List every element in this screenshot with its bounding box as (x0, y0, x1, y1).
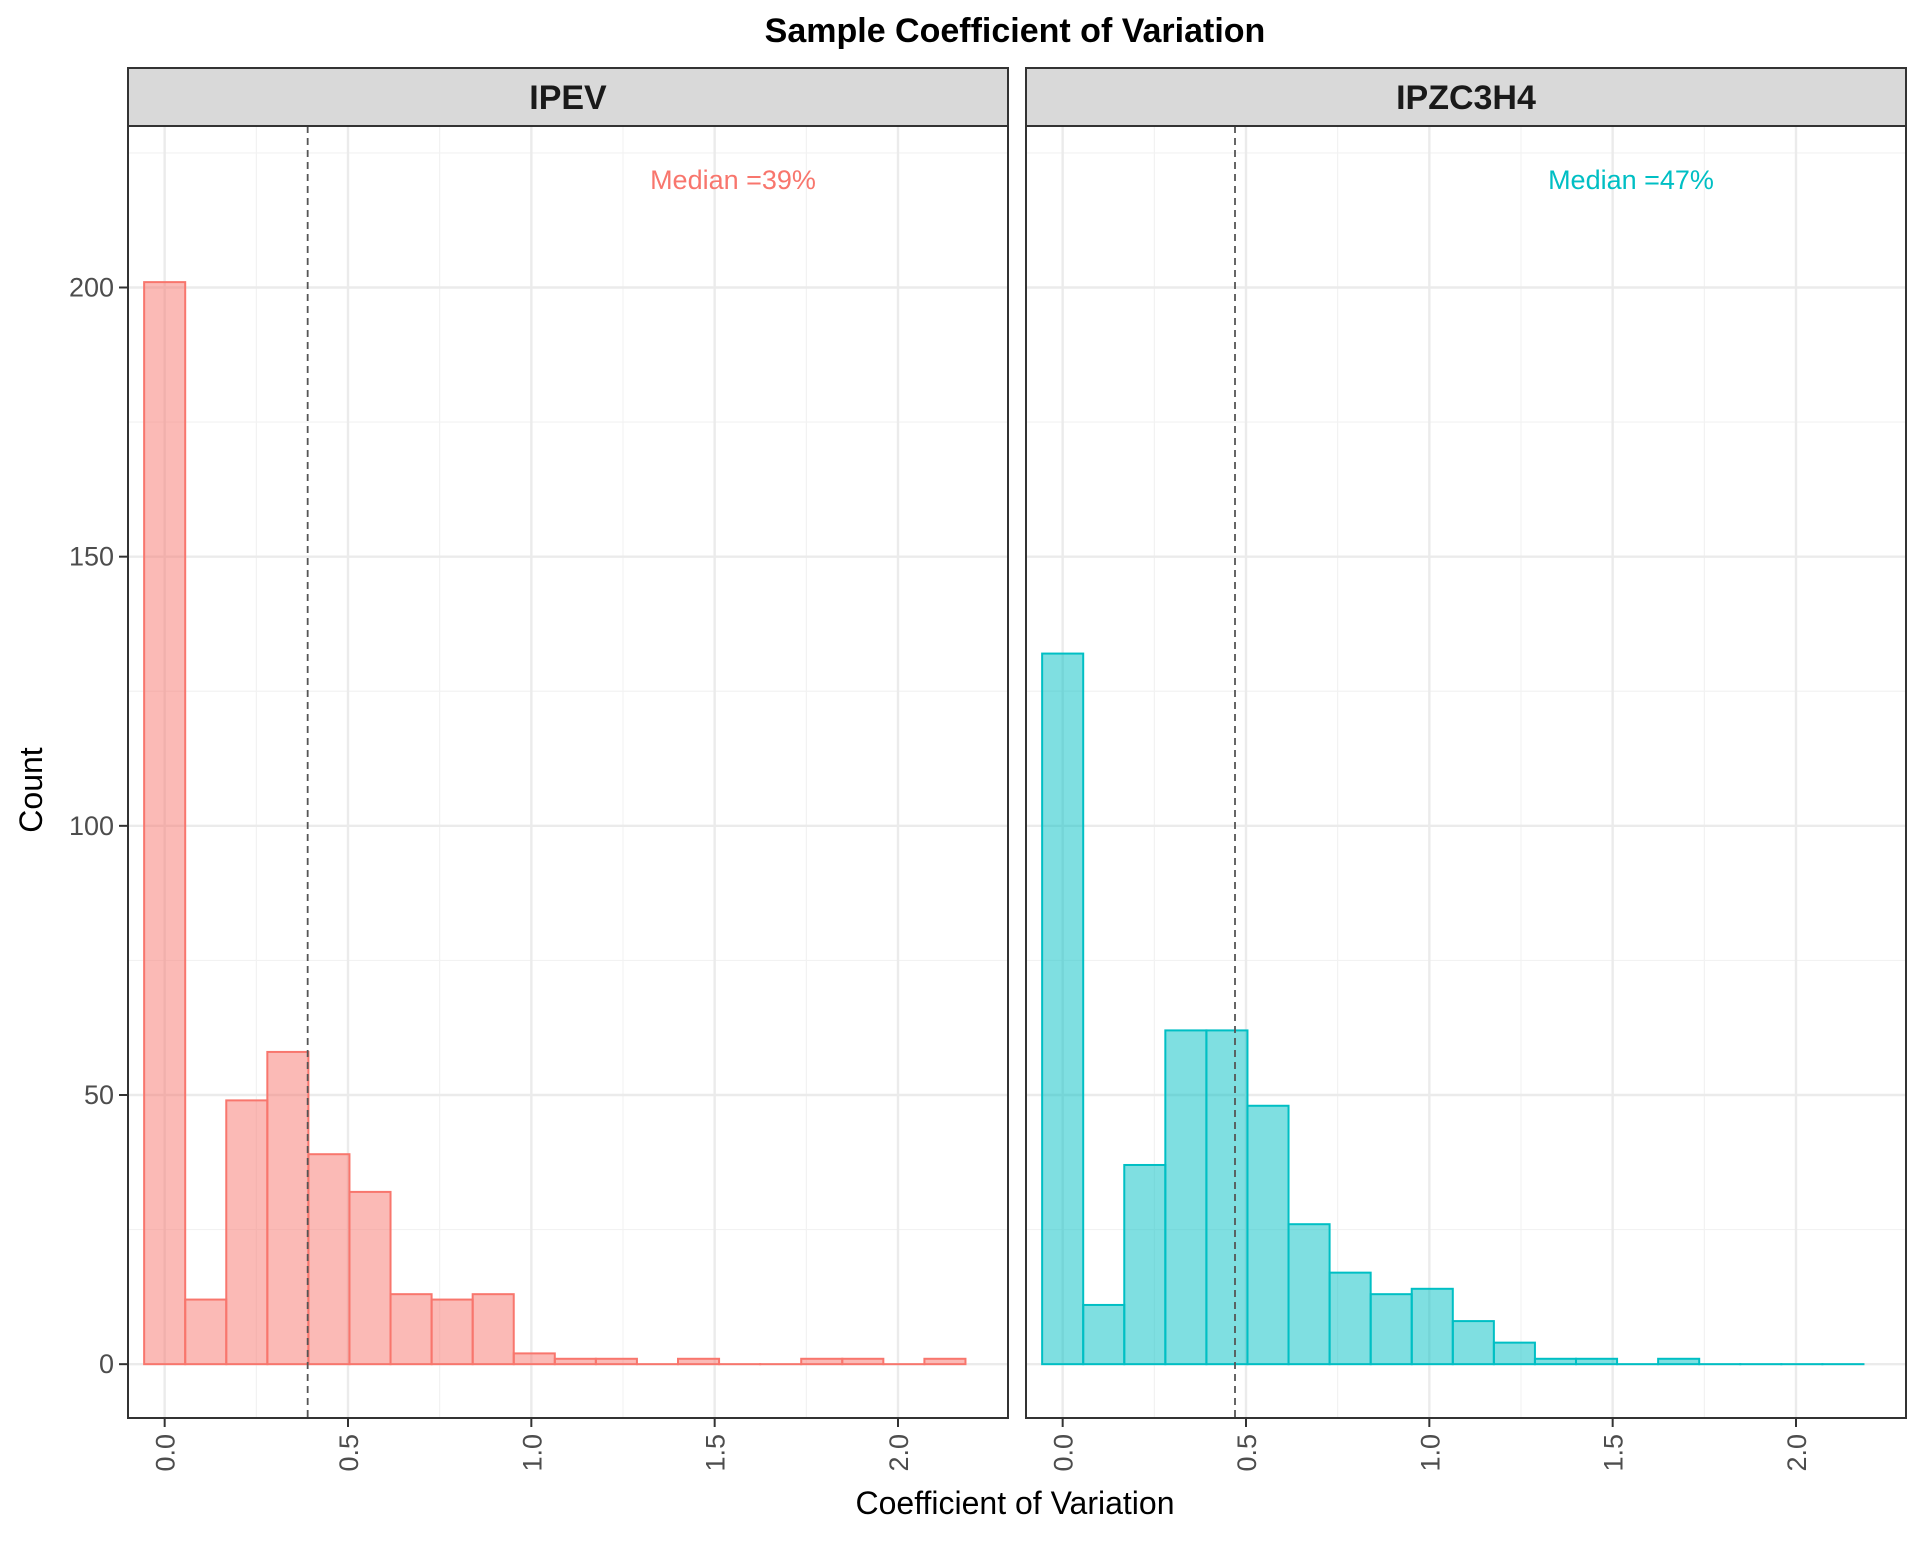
median-annotation: Median =39% (650, 165, 816, 195)
x-tick-label: 2.0 (1782, 1434, 1812, 1472)
histogram-bar (678, 1359, 719, 1364)
histogram-bar (432, 1300, 473, 1365)
chart-title: Sample Coefficient of Variation (765, 12, 1266, 50)
y-tick-label: 100 (69, 811, 114, 841)
histogram-bar (1371, 1294, 1412, 1364)
x-axis-label: Coefficient of Variation (856, 1485, 1175, 1521)
median-annotation: Median =47% (1548, 165, 1714, 195)
histogram-bar (185, 1300, 226, 1365)
x-tick-label: 2.0 (884, 1434, 914, 1472)
histogram-bar (267, 1052, 308, 1364)
histogram-bar (1206, 1030, 1247, 1364)
histogram-bar (596, 1359, 637, 1364)
x-tick-label: 1.0 (1415, 1434, 1445, 1472)
histogram-bar (924, 1359, 965, 1364)
x-tick-label: 1.0 (517, 1434, 547, 1472)
x-tick-label: 0.0 (151, 1434, 181, 1472)
histogram-bar (1124, 1165, 1165, 1364)
y-tick-label: 50 (84, 1080, 114, 1110)
histogram-bar (1042, 654, 1083, 1365)
histogram-bar (1453, 1321, 1494, 1364)
histogram-bar (391, 1294, 432, 1364)
histogram-bar (1289, 1224, 1330, 1364)
histogram-bar (1412, 1289, 1453, 1364)
histogram-bar (1494, 1343, 1535, 1365)
panel-ipev: IPEV Median =39% 0.0 0.5 1.0 1.5 2.0 0 50 100 150 2… (69, 68, 1008, 1472)
histogram-bar (1658, 1359, 1699, 1364)
histogram-bar (1576, 1359, 1617, 1364)
histogram-bar (144, 282, 185, 1364)
histogram-bar (555, 1359, 596, 1364)
histogram-bar (842, 1359, 883, 1364)
panels-layer: IPEV Median =39% 0.0 0.5 1.0 1.5 2.0 0 50 100 150 2… (69, 68, 1906, 1472)
histogram-bar (1247, 1106, 1288, 1364)
y-tick-label: 200 (69, 273, 114, 303)
histogram-bar (226, 1100, 267, 1364)
facet-strip-label: IPZC3H4 (1396, 79, 1536, 117)
facet-strip-label: IPEV (529, 79, 607, 117)
panel-ipzc3h4: IPZC3H4 Median =47% 0.0 0.5 1.0 1.5 2.0 (1026, 68, 1906, 1472)
x-tick-label: 1.5 (701, 1434, 731, 1472)
histogram-bar (801, 1359, 842, 1364)
histogram-bar (514, 1353, 555, 1364)
y-tick-label: 150 (69, 542, 114, 572)
histogram-bar (349, 1192, 390, 1364)
y-tick-label: 0 (99, 1349, 114, 1379)
histogram-bar (1083, 1305, 1124, 1364)
x-tick-label: 0.5 (1232, 1434, 1262, 1472)
y-axis-label: Count (13, 747, 49, 833)
histogram-bar (1330, 1273, 1371, 1365)
histogram-bar (473, 1294, 514, 1364)
histogram-bar (1535, 1359, 1576, 1364)
x-tick-label: 0.0 (1049, 1434, 1079, 1472)
histogram-bar (308, 1154, 349, 1364)
x-tick-label: 1.5 (1599, 1434, 1629, 1472)
histogram-bar (1165, 1030, 1206, 1364)
x-tick-label: 0.5 (334, 1434, 364, 1472)
